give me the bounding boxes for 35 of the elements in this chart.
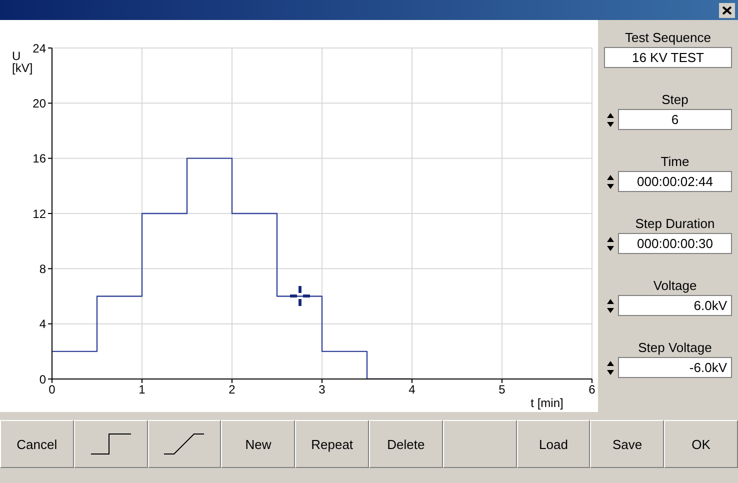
text: Delete [368, 420, 443, 468]
text: Step Voltage [637, 340, 713, 355]
y-tick-label: 4 [39, 317, 46, 332]
y-axis-title: U [kV] [12, 49, 33, 75]
text: Test Sequence [624, 30, 712, 45]
y-tick-label: 8 [39, 262, 46, 276]
text: 000:00:00:30 [618, 233, 732, 254]
text: Step Duration [634, 216, 716, 231]
y-tick-label: 20 [32, 96, 46, 110]
x-tick-label: 5 [498, 382, 506, 397]
text: 000:00:02:44 [618, 171, 732, 192]
x-tick-label: 2 [228, 382, 236, 397]
x-tick-label: 0 [48, 382, 56, 397]
text: 6.0kV [618, 295, 732, 316]
text: Time [660, 154, 690, 169]
y-tick-label: 0 [39, 372, 46, 386]
text: Load [516, 420, 590, 468]
text: Step [660, 92, 690, 107]
x-tick-label: 4 [408, 382, 416, 397]
text: 6 [618, 109, 732, 130]
text: -6.0kV [618, 357, 732, 378]
text: OK [664, 420, 738, 468]
x-tick-label: 6 [588, 382, 596, 397]
x-tick-label: 3 [318, 382, 326, 397]
text: Cancel [0, 420, 74, 468]
text: Save [590, 420, 664, 468]
y-tick-label: 12 [32, 206, 46, 221]
x-tick-label: 1 [138, 382, 146, 397]
text: 16 KV TEST [604, 47, 732, 68]
text: Repeat [295, 420, 369, 468]
x-axis-title: t [min] [530, 396, 564, 410]
text: New [221, 420, 296, 468]
y-tick-label: 24 [32, 41, 46, 56]
y-tick-label: 16 [32, 152, 46, 166]
text: Voltage [652, 278, 698, 293]
